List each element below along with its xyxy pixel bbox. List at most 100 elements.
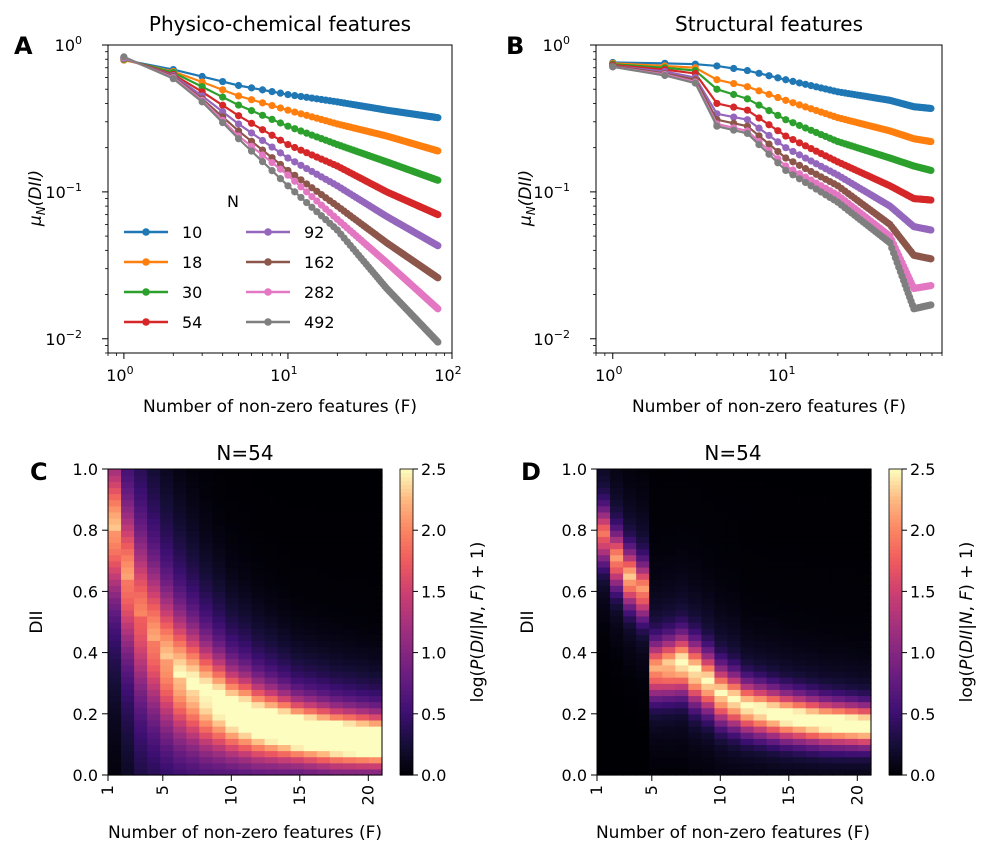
heatmap-cell xyxy=(355,560,370,568)
heatmap-cell xyxy=(355,573,370,580)
heatmap-cell xyxy=(199,609,213,617)
heatmap-cell xyxy=(844,511,859,519)
x-tick-label: 5 xyxy=(642,785,661,795)
heatmap-cell xyxy=(160,646,174,654)
colorbar-tick-label: 2.5 xyxy=(910,460,935,479)
heatmap-cell xyxy=(714,505,729,513)
heatmap-cell xyxy=(727,566,742,574)
heatmap-cell xyxy=(753,579,768,586)
heatmap-cell xyxy=(675,493,689,501)
data-point xyxy=(927,104,935,113)
heatmap-cell xyxy=(623,469,637,476)
colorbar-step xyxy=(889,484,902,489)
y-tick-label: 100 xyxy=(543,34,570,55)
data-point xyxy=(234,127,243,135)
heatmap-cell xyxy=(355,762,370,770)
heatmap-cell xyxy=(329,683,344,690)
heatmap-cell xyxy=(779,499,794,507)
heatmap-cell xyxy=(238,493,253,501)
colorbar-step xyxy=(400,534,413,539)
heatmap-cell xyxy=(355,469,370,476)
heatmap-cell xyxy=(610,573,624,580)
heatmap-cell xyxy=(238,719,253,727)
heatmap-cell xyxy=(225,628,240,635)
heatmap-cell xyxy=(792,475,807,482)
heatmap-cell xyxy=(147,573,161,580)
heatmap-cell xyxy=(225,524,240,531)
heatmap-cell xyxy=(108,652,122,660)
heatmap-cell xyxy=(212,536,227,544)
panel-d-title: N=54 xyxy=(704,441,761,465)
data-point xyxy=(795,79,804,87)
heatmap-cell xyxy=(597,658,611,666)
heatmap-cell xyxy=(792,548,807,556)
heatmap-cell xyxy=(303,469,318,476)
heatmap-cell xyxy=(290,726,305,733)
heatmap-cell xyxy=(160,591,174,599)
heatmap-cell xyxy=(636,768,650,776)
heatmap-cell xyxy=(134,511,148,519)
heatmap-cell xyxy=(675,683,689,690)
heatmap-cell xyxy=(688,524,702,531)
heatmap-cell xyxy=(290,683,305,690)
heatmap-cell xyxy=(225,573,240,580)
heatmap-cell xyxy=(831,573,846,580)
heatmap-cell xyxy=(688,707,702,715)
heatmap-cell xyxy=(225,689,240,697)
heatmap-cell xyxy=(623,566,637,574)
x-tick-label: 100 xyxy=(595,364,622,385)
heatmap-cell xyxy=(818,744,833,752)
heatmap-cell xyxy=(303,664,318,672)
heatmap-cell xyxy=(701,493,716,501)
heatmap-cell xyxy=(277,652,292,660)
colorbar-step xyxy=(400,560,413,566)
heatmap-cell xyxy=(688,732,702,739)
heatmap-cell xyxy=(225,707,240,715)
heatmap-cell xyxy=(329,591,344,599)
heatmap-cell xyxy=(857,750,872,758)
heatmap-cell xyxy=(805,726,820,733)
heatmap-cell xyxy=(727,640,742,648)
colorbar-step xyxy=(889,549,902,554)
panel-b-xlabel: Number of non-zero features (F) xyxy=(632,397,906,417)
heatmap-cell xyxy=(727,487,742,495)
data-point xyxy=(284,90,292,99)
legend-label: 30 xyxy=(182,283,202,302)
heatmap-cell xyxy=(636,524,650,531)
heatmap-cell xyxy=(277,609,292,617)
heatmap-cell xyxy=(662,719,676,727)
heatmap-cell xyxy=(108,689,122,697)
heatmap-cell xyxy=(290,579,305,586)
heatmap-cell xyxy=(355,548,370,556)
heatmap-cell xyxy=(818,683,833,690)
heatmap-cell xyxy=(277,579,292,586)
heatmap-cell xyxy=(342,469,357,476)
heatmap-cell xyxy=(753,475,768,482)
heatmap-cell xyxy=(238,591,253,599)
heatmap-cell xyxy=(623,713,637,721)
heatmap-cell xyxy=(290,511,305,519)
heatmap-cell xyxy=(740,573,755,580)
heatmap-cell xyxy=(108,597,122,605)
heatmap-cell xyxy=(779,768,794,776)
heatmap-cell xyxy=(121,689,135,697)
x-tick-label: 101 xyxy=(768,364,795,385)
heatmap-cell xyxy=(714,615,729,623)
heatmap-cell xyxy=(714,756,729,764)
heatmap-cell xyxy=(173,634,187,641)
heatmap-cell xyxy=(355,579,370,586)
heatmap-cell xyxy=(636,732,650,739)
colorbar-step xyxy=(400,518,413,524)
heatmap-cell xyxy=(727,726,742,733)
heatmap-cell xyxy=(134,517,148,525)
heatmap-cell xyxy=(623,738,637,745)
heatmap-cell xyxy=(264,548,279,556)
heatmap-cell xyxy=(649,713,663,721)
legend-label: 92 xyxy=(304,223,324,242)
colorbar-step xyxy=(889,610,902,615)
heatmap-cell xyxy=(818,628,833,635)
heatmap-cell xyxy=(766,750,781,758)
heatmap-cell xyxy=(186,609,200,617)
heatmap-cell xyxy=(662,670,676,678)
heatmap-cell xyxy=(186,732,200,739)
